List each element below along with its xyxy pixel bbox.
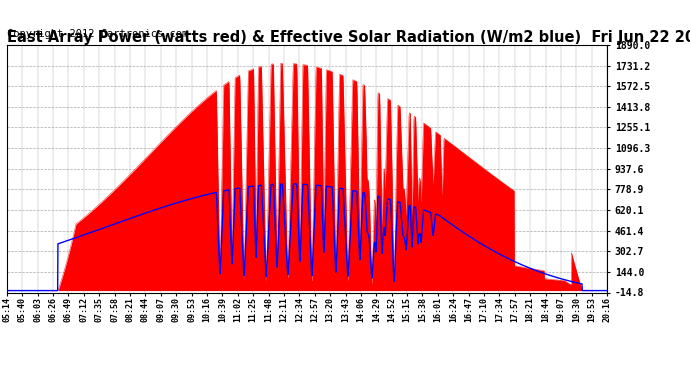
Text: East Array Power (watts red) & Effective Solar Radiation (W/m2 blue)  Fri Jun 22: East Array Power (watts red) & Effective… bbox=[7, 30, 690, 45]
Text: Copyright 2012 Cartronics.com: Copyright 2012 Cartronics.com bbox=[7, 29, 188, 39]
